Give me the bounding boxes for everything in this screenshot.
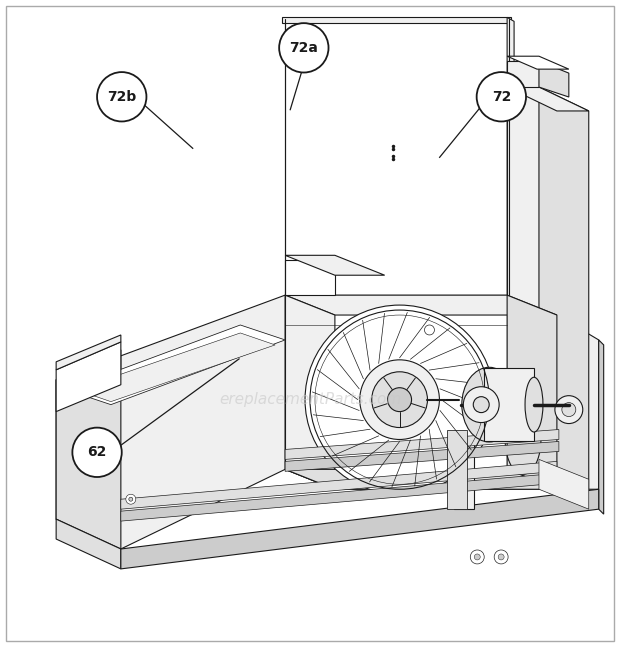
Polygon shape: [285, 256, 384, 275]
Polygon shape: [66, 325, 285, 404]
Polygon shape: [285, 19, 509, 295]
Polygon shape: [56, 350, 121, 549]
Polygon shape: [507, 56, 569, 69]
Polygon shape: [507, 87, 589, 111]
Circle shape: [562, 402, 576, 417]
Polygon shape: [507, 87, 539, 469]
Circle shape: [388, 388, 412, 411]
Polygon shape: [285, 430, 559, 459]
Polygon shape: [539, 61, 569, 97]
Polygon shape: [56, 519, 121, 569]
Polygon shape: [76, 333, 275, 402]
Circle shape: [97, 72, 146, 122]
Circle shape: [305, 305, 494, 494]
Polygon shape: [56, 295, 599, 549]
Text: 72b: 72b: [107, 90, 136, 104]
Circle shape: [73, 428, 122, 477]
Ellipse shape: [525, 377, 543, 432]
Polygon shape: [121, 489, 599, 569]
Circle shape: [494, 550, 508, 564]
Circle shape: [372, 372, 427, 428]
Circle shape: [471, 550, 484, 564]
Polygon shape: [285, 295, 507, 469]
Polygon shape: [56, 342, 121, 411]
Polygon shape: [282, 17, 511, 23]
Circle shape: [477, 72, 526, 122]
Polygon shape: [121, 474, 557, 521]
Polygon shape: [285, 469, 557, 489]
Circle shape: [498, 554, 504, 560]
Circle shape: [473, 397, 489, 413]
Text: 62: 62: [87, 445, 107, 459]
Polygon shape: [599, 340, 604, 514]
Circle shape: [463, 387, 499, 422]
Polygon shape: [285, 441, 559, 471]
Polygon shape: [539, 459, 589, 509]
Circle shape: [126, 494, 136, 504]
Polygon shape: [56, 335, 121, 370]
Polygon shape: [539, 87, 589, 489]
Polygon shape: [285, 295, 557, 315]
Circle shape: [474, 554, 480, 560]
Circle shape: [555, 396, 583, 424]
Text: ereplacementParts.com: ereplacementParts.com: [219, 392, 401, 407]
Polygon shape: [507, 295, 557, 489]
Polygon shape: [285, 260, 335, 295]
Text: 72a: 72a: [290, 41, 318, 55]
Polygon shape: [454, 439, 474, 509]
Ellipse shape: [462, 367, 516, 442]
Polygon shape: [121, 461, 557, 509]
Polygon shape: [285, 295, 335, 489]
Circle shape: [360, 360, 440, 439]
Text: 72: 72: [492, 90, 511, 104]
Polygon shape: [507, 61, 539, 87]
Circle shape: [425, 325, 435, 335]
Circle shape: [279, 23, 329, 72]
Polygon shape: [448, 430, 467, 509]
Polygon shape: [484, 367, 534, 441]
Polygon shape: [507, 17, 514, 300]
Circle shape: [129, 497, 133, 501]
